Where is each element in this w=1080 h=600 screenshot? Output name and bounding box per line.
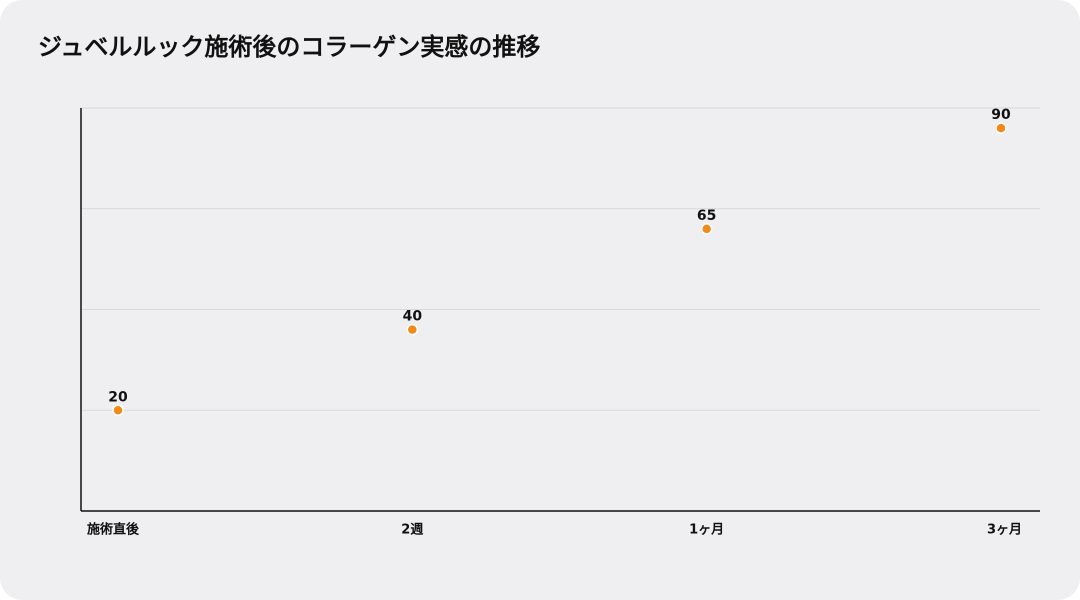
data-label: 40	[403, 309, 423, 325]
x-tick-label: 2週	[401, 523, 423, 538]
data-label: 90	[991, 107, 1011, 123]
x-tick-label: 施術直後	[87, 522, 140, 538]
point	[995, 122, 1007, 134]
point	[406, 323, 419, 336]
point	[112, 404, 124, 416]
x-tick-label: 3ヶ月	[987, 523, 1022, 538]
data-label: 65	[697, 208, 716, 224]
chart-title: ジュベルルック施術後のコラーゲン実感の推移	[38, 33, 540, 61]
x-tick-label: 1ヶ月	[689, 523, 724, 538]
point	[700, 223, 713, 235]
data-label: 20	[108, 389, 128, 405]
